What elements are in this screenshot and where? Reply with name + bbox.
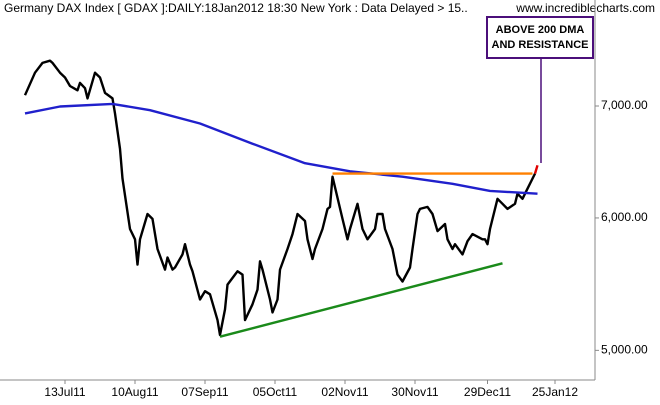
x-tick-label: 25Jan12 (532, 385, 578, 399)
series-line (24, 102, 538, 195)
series-line (533, 164, 539, 174)
y-tick-label: 7,000.00 (601, 98, 648, 112)
x-tick-label: 05Oct11 (253, 385, 298, 399)
chart-title: Germany DAX Index [ GDAX ]:DAILY:18Jan20… (4, 1, 468, 15)
annotation-text: ABOVE 200 DMA (496, 24, 585, 36)
x-tick-label: 10Aug11 (111, 385, 158, 399)
x-tick-label: 13Jul11 (44, 385, 85, 399)
series-line (23, 59, 537, 337)
source-label: www.incrediblecharts.com (515, 1, 655, 15)
x-tick-label: 30Nov11 (391, 385, 438, 399)
x-tick-label: 02Nov11 (321, 385, 368, 399)
annotation-text: AND RESISTANCE (492, 39, 589, 51)
y-tick-label: 5,000.00 (601, 343, 648, 357)
x-tick-label: 29Dec11 (464, 385, 511, 399)
series-line (219, 262, 503, 338)
plot-area (23, 59, 539, 338)
y-tick-label: 6,000.00 (601, 210, 648, 224)
annotation-box (486, 16, 594, 59)
x-tick-label: 07Sep11 (181, 385, 228, 399)
